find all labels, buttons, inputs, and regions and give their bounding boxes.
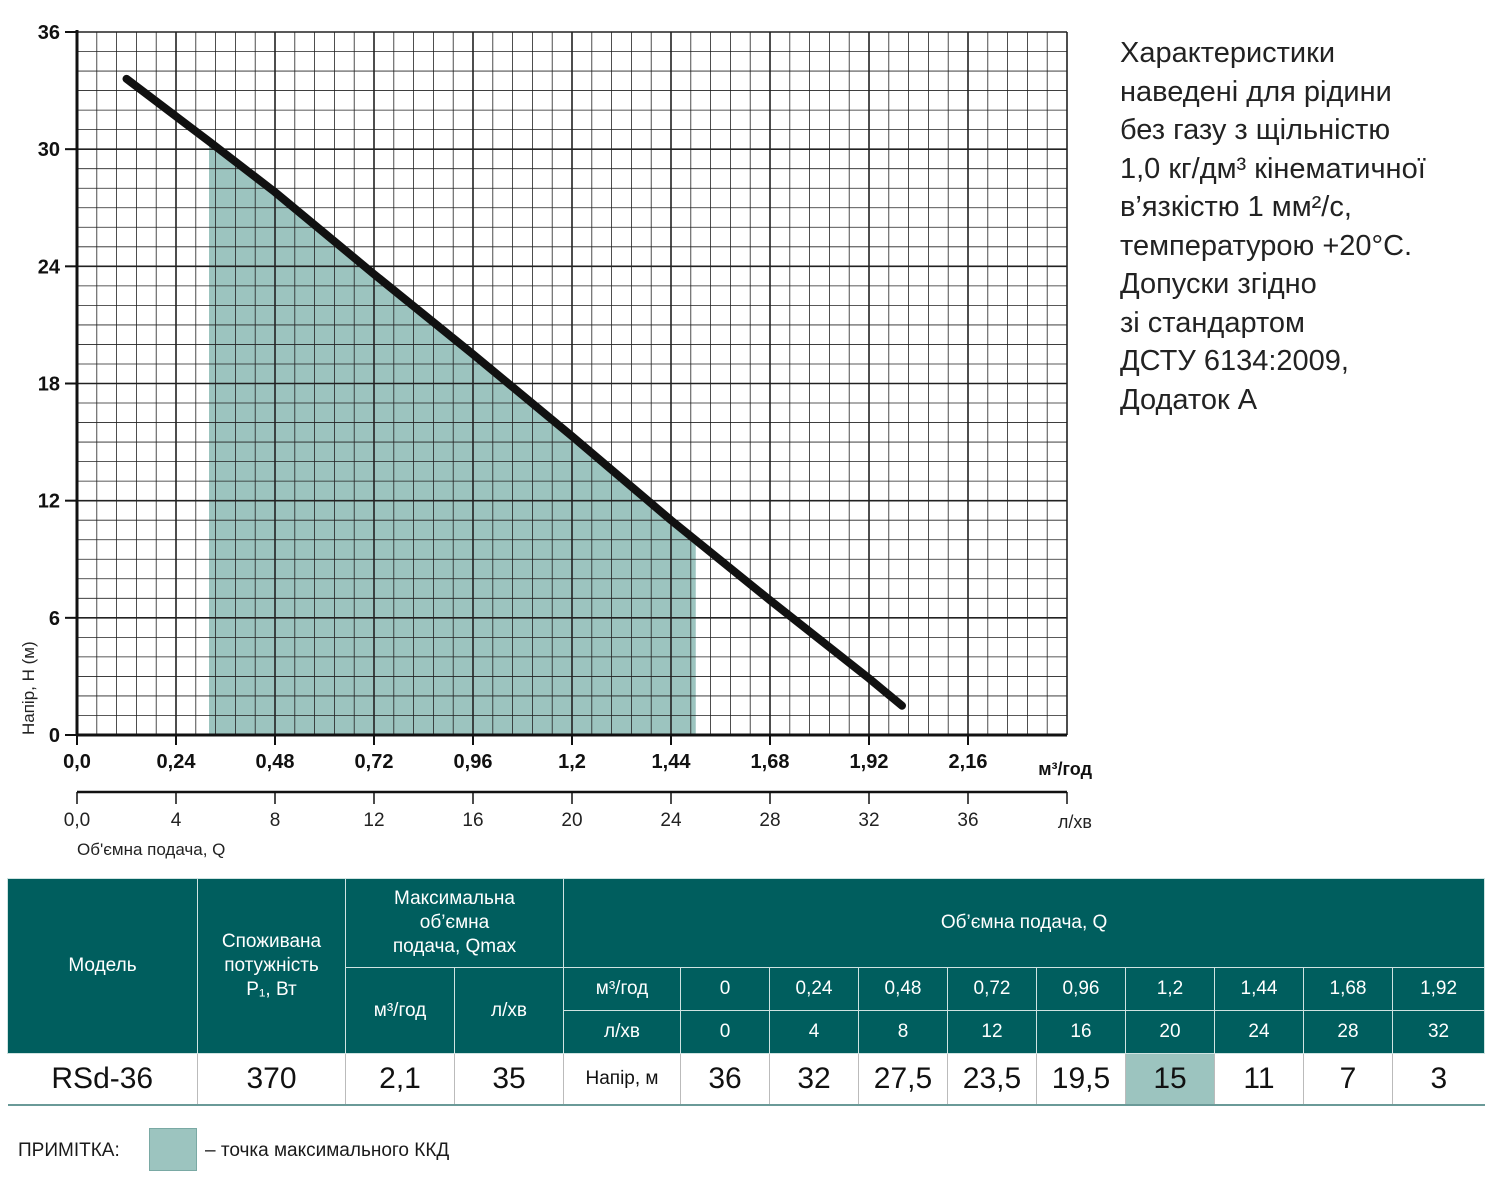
head-cell: 27,5	[858, 1053, 948, 1106]
y-tick-label: 12	[38, 491, 60, 513]
x-tick-label-secondary: 20	[561, 810, 582, 831]
x-tick-label: 0,72	[355, 751, 394, 773]
head-cell: 23,5	[947, 1053, 1037, 1106]
y-tick-label: 36	[38, 22, 60, 44]
flow-m3h-cell: 0,48	[858, 967, 948, 1011]
x-tick-label: 1,44	[652, 751, 692, 773]
header-qmax-line: подача, Qmax	[392, 936, 517, 957]
head-cell-max-efficiency: 15	[1125, 1053, 1215, 1106]
performance-curve	[122, 74, 906, 710]
x-tick-label-secondary: 28	[759, 810, 780, 831]
efficiency-region	[209, 141, 696, 735]
note-line: зі стандартом	[1120, 306, 1305, 339]
note-line: без газу з щільністю	[1120, 114, 1391, 146]
note-line: температурою +20°C.	[1120, 229, 1413, 262]
header-flow-unit-m3h: м³/год	[563, 967, 681, 1011]
note-line: ДСТУ 6134:2009,	[1120, 345, 1349, 377]
flow-lmin-cell: 16	[1036, 1010, 1126, 1054]
x-tick-label: 0,48	[256, 751, 295, 773]
legend-description: – точка максимального ККД	[205, 1140, 450, 1161]
x-tick-label-secondary: 36	[957, 810, 978, 831]
y-axis-title: Напір, H (м)	[19, 641, 38, 735]
spec-table: Модель Спожи­вана потужність P₁, Вт Макс…	[7, 878, 1486, 1106]
x-tick-label-secondary: 4	[171, 810, 182, 831]
header-flow-unit-lmin: л/хв	[563, 1010, 681, 1054]
x-tick-label-secondary: 24	[660, 810, 682, 831]
flow-lmin-cell: 20	[1125, 1010, 1215, 1054]
head-cell: 19,5	[1036, 1053, 1126, 1106]
legend-swatch	[149, 1128, 197, 1171]
qmax-m3h-cell: 2,1	[345, 1053, 455, 1106]
head-cell: 11	[1214, 1053, 1304, 1106]
header-qmax: Максимальна об’ємна подача, Qmax	[345, 878, 564, 968]
table-row: RSd-36 370 2,1 35 Напір, м 36 32 27,5 23…	[7, 1053, 1485, 1106]
x-tick-label-secondary: 12	[363, 810, 384, 831]
note-line: в’язкістю 1 мм²/с,	[1120, 191, 1352, 223]
flow-lmin-cell: 28	[1303, 1010, 1393, 1054]
note-line: Додаток А	[1120, 383, 1258, 416]
y-tick-label: 24	[38, 256, 61, 278]
note-line: Характеристики	[1120, 37, 1336, 69]
note-line: Допуски згідно	[1120, 268, 1317, 300]
y-tick-label: 6	[49, 608, 60, 630]
x-tick-label-secondary: 0,0	[64, 810, 90, 831]
y-tick-label: 0	[49, 725, 60, 747]
header-qmax-unit-lmin: л/хв	[454, 967, 564, 1054]
x-tick-label: 2,16	[949, 751, 988, 773]
y-tick-label: 30	[38, 139, 60, 161]
note-line: 1,0 кг/дм³ кінематичної	[1120, 152, 1426, 185]
flow-m3h-cell: 0,72	[947, 967, 1037, 1011]
x-tick-label-secondary: 32	[858, 810, 879, 831]
flow-m3h-cell: 1,2	[1125, 967, 1215, 1011]
flow-m3h-cell: 0,24	[769, 967, 859, 1011]
head-cell: 7	[1303, 1053, 1393, 1106]
head-cell: 32	[769, 1053, 859, 1106]
header-qmax-unit-m3h: м³/год	[345, 967, 455, 1054]
header-power-line: потужність	[224, 955, 319, 976]
x-tick-label: 0,0	[63, 751, 91, 773]
legend-label: ПРИМІТКА:	[18, 1140, 120, 1161]
note-line: наведені для рідини	[1120, 75, 1392, 108]
flow-m3h-cell: 1,92	[1391, 967, 1486, 1011]
qmax-lmin-cell: 35	[454, 1053, 564, 1106]
header-model: Модель	[7, 878, 198, 1054]
performance-chart: 0 6 12 18 24 30 36 0,0 0,24 0,48 0,72 0,96 1,2 1,44 1,…	[19, 22, 1093, 859]
flow-m3h-cell: 1,44	[1214, 967, 1304, 1011]
x-tick-label-secondary: 8	[270, 810, 281, 831]
x-tick-label: 0,96	[454, 751, 493, 773]
x-unit-primary: м³/год	[1038, 759, 1092, 779]
x-tick-label: 0,24	[157, 751, 197, 773]
flow-lmin-cell: 8	[858, 1010, 948, 1054]
flow-lmin-cell: 4	[769, 1010, 859, 1054]
flow-lmin-cell: 24	[1214, 1010, 1304, 1054]
x-axis-title: Об'ємна подача, Q	[77, 840, 225, 859]
head-cell: 3	[1391, 1053, 1485, 1106]
characteristics-note: Характеристики наведені для рідини без г…	[1120, 34, 1490, 419]
power-cell: 370	[197, 1053, 346, 1106]
x-tick-label-secondary: 16	[462, 810, 483, 831]
header-flow: Об’ємна подача, Q	[562, 878, 1486, 968]
head-label-cell: Напір, м	[563, 1053, 681, 1106]
x-tick-label: 1,68	[751, 751, 790, 773]
model-cell: RSd-36	[7, 1053, 198, 1106]
x-tick-label: 1,92	[850, 751, 889, 773]
x-unit-secondary: л/хв	[1058, 812, 1092, 832]
header-qmax-line: Максимальна	[394, 888, 515, 909]
header-power-line: P₁, Вт	[246, 979, 297, 1000]
flow-m3h-cell: 1,68	[1303, 967, 1393, 1011]
header-power-line: Спожи­вана	[221, 931, 322, 952]
head-cell: 36	[680, 1053, 770, 1106]
header-power: Спожи­вана потужність P₁, Вт	[197, 878, 346, 1054]
header-qmax-line: об’ємна	[419, 912, 490, 933]
flow-lmin-cell: 0	[680, 1010, 770, 1054]
flow-lmin-cell: 12	[947, 1010, 1037, 1054]
flow-lmin-cell: 32	[1391, 1010, 1486, 1054]
flow-m3h-cell: 0,96	[1036, 967, 1126, 1011]
y-tick-label: 18	[38, 374, 60, 396]
flow-m3h-cell: 0	[680, 967, 770, 1011]
x-tick-label: 1,2	[558, 751, 586, 773]
